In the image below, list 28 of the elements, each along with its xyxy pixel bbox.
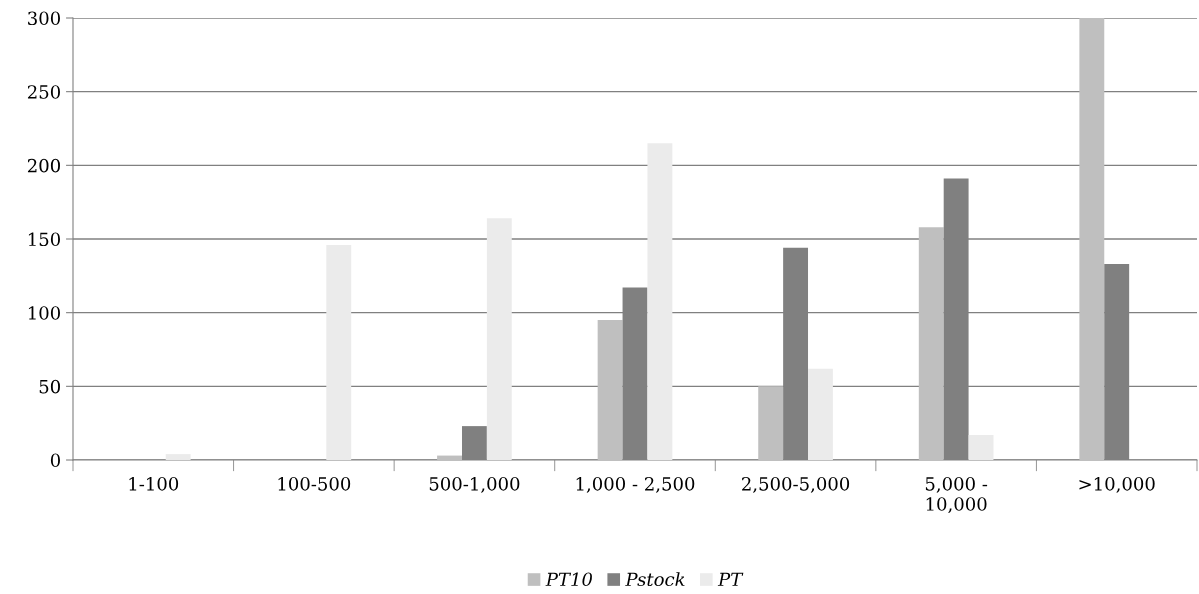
x-tick-label: 1,000 - 2,500 (576, 476, 695, 493)
legend-label: PT10 (545, 572, 593, 587)
bar (758, 386, 784, 460)
bar (1079, 18, 1105, 460)
y-tick-label: 0 (50, 453, 60, 468)
y-tick-label: 300 (28, 11, 60, 26)
bar (808, 368, 833, 460)
y-tick-label: 200 (27, 158, 60, 173)
bar (486, 218, 512, 460)
legend-label: Pstock (625, 572, 685, 587)
bar (165, 454, 191, 460)
x-tick-label: 500-1,000 (429, 476, 520, 493)
x-tick-label: 100-500 (278, 476, 351, 491)
y-tick-label: 100 (28, 306, 60, 320)
legend-label: PT (717, 572, 744, 586)
bar (437, 455, 462, 460)
x-tick-label: 2,500-5,000 (742, 476, 850, 493)
bar (597, 320, 623, 460)
x-tick-label: 1-100 (129, 476, 179, 491)
y-tick-label: 150 (28, 232, 60, 247)
x-tick-label: 5,000 - 10,000 (925, 476, 988, 514)
x-tick-label: >10,000 (1079, 476, 1155, 493)
bar (968, 434, 994, 460)
bar (918, 227, 944, 460)
bar (647, 143, 673, 460)
y-tick-label: 50 (39, 379, 60, 394)
y-tick-label: 250 (27, 85, 60, 99)
bar (326, 244, 352, 460)
